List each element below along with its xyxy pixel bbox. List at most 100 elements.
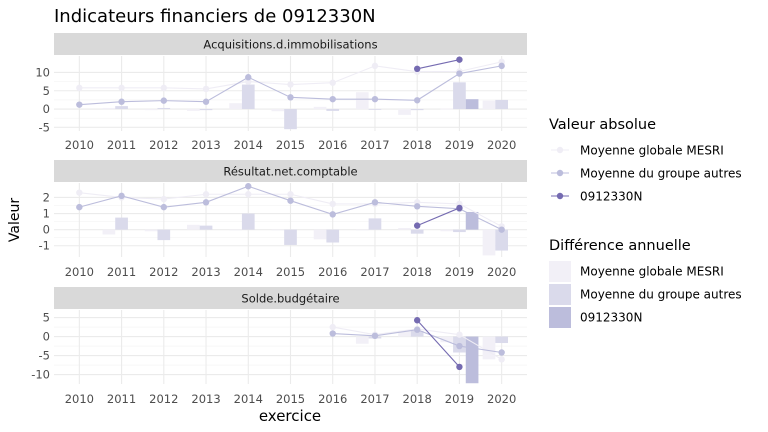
difference-bar (410, 330, 424, 337)
value-point (371, 95, 379, 103)
difference-bar (187, 224, 200, 230)
value-point (245, 78, 252, 85)
difference-bar (482, 100, 496, 110)
difference-bar (465, 336, 479, 384)
difference-bar (271, 109, 285, 112)
difference-bar (440, 336, 454, 343)
value-point (245, 74, 252, 81)
x-tick-label: 2013 (191, 138, 220, 152)
value-point (202, 98, 210, 105)
x-tick-label: 2015 (276, 392, 305, 406)
value-point (329, 330, 336, 337)
value-point (287, 197, 294, 204)
difference-bar (465, 99, 479, 110)
x-tick-label: 2010 (65, 392, 94, 406)
difference-bar (229, 103, 242, 110)
facet-strip (54, 287, 527, 309)
value-line (417, 59, 460, 70)
x-tick-label: 2012 (149, 138, 178, 152)
legend-key-bar (549, 307, 571, 328)
value-point (160, 84, 168, 92)
value-point (287, 191, 294, 198)
value-point (245, 183, 252, 190)
value-point (413, 203, 421, 210)
value-point (202, 199, 210, 206)
value-point (76, 189, 83, 196)
x-axis-title: exercice (259, 407, 321, 425)
difference-bar (157, 107, 171, 110)
value-point (329, 200, 336, 208)
legend-title-lines: Valeur absolue (549, 117, 656, 133)
x-tick-label: 2013 (191, 265, 220, 279)
value-point (160, 97, 168, 104)
difference-bar (241, 213, 255, 230)
difference-bar (313, 229, 327, 240)
difference-bar (410, 229, 424, 234)
legends: Valeur absolue Moyenne globale MESRI Moyen… (549, 117, 742, 328)
difference-bar (355, 92, 369, 110)
y-tick-label: -10 (31, 368, 50, 382)
difference-bar (495, 229, 508, 251)
x-tick-label: 2017 (360, 138, 389, 152)
difference-bar (102, 229, 116, 235)
value-point (498, 62, 505, 70)
value-point (456, 70, 463, 77)
legend-key-point (556, 146, 564, 154)
x-tick-label: 2019 (445, 138, 474, 152)
x-tick-label: 2017 (360, 265, 389, 279)
value-point (245, 191, 252, 198)
value-point (118, 192, 125, 200)
facet-panel: Acquisitions.d.immobilisations -5 0 5 10 2010… (35, 33, 527, 152)
value-point (371, 62, 379, 70)
x-tick-label: 2015 (276, 265, 305, 279)
y-tick-label: 1 (43, 207, 50, 221)
x-tick-label: 2010 (65, 265, 94, 279)
difference-bar (271, 229, 285, 231)
difference-bar (495, 336, 508, 344)
y-tick-label: 0 (43, 223, 50, 237)
difference-bar (495, 99, 508, 110)
difference-bar (440, 229, 454, 232)
x-tick-label: 2012 (149, 392, 178, 406)
legend-title-bars: Différence annuelle (549, 238, 691, 254)
facet-strip-label: Solde.budgétaire (241, 292, 339, 306)
value-line (416, 319, 460, 368)
difference-bar (326, 109, 340, 111)
value-point (498, 349, 505, 356)
difference-bar (453, 229, 466, 233)
difference-bar (284, 109, 297, 130)
value-point (498, 226, 505, 233)
difference-bar (410, 109, 424, 111)
difference-bar (398, 109, 411, 115)
legend-label: 0912330N (580, 190, 642, 204)
difference-bar (157, 229, 171, 241)
legend-key-point (556, 169, 564, 177)
y-tick-label: -5 (39, 120, 50, 134)
facet-panel: Résultat.net.comptable -1 0 1 2 2010 2011 2012 2… (39, 160, 527, 279)
value-point (371, 332, 379, 340)
x-tick-label: 2020 (487, 138, 516, 152)
legend-label: Moyenne du groupe autres (580, 167, 742, 181)
y-tick-label: -5 (39, 349, 50, 363)
difference-bar (284, 229, 297, 245)
value-point (76, 101, 83, 108)
value-line (416, 207, 460, 227)
x-tick-label: 2020 (487, 265, 516, 279)
y-axis-title: Valeur (7, 198, 23, 242)
value-point (329, 323, 336, 331)
legend-key-bar (549, 261, 571, 282)
legend-key-bar (549, 284, 571, 305)
value-point (498, 356, 505, 363)
difference-bar (453, 82, 466, 110)
difference-bar (241, 84, 255, 110)
x-tick-label: 2016 (318, 392, 347, 406)
value-point (202, 191, 210, 198)
x-tick-label: 2014 (234, 138, 263, 152)
difference-bar (115, 217, 128, 230)
y-tick-label: 2 (43, 190, 50, 204)
x-tick-label: 2011 (107, 392, 136, 406)
legend-label: Moyenne globale MESRI (580, 265, 724, 279)
difference-bar (102, 107, 116, 110)
facet-strip (54, 33, 527, 55)
difference-bar (355, 229, 369, 231)
